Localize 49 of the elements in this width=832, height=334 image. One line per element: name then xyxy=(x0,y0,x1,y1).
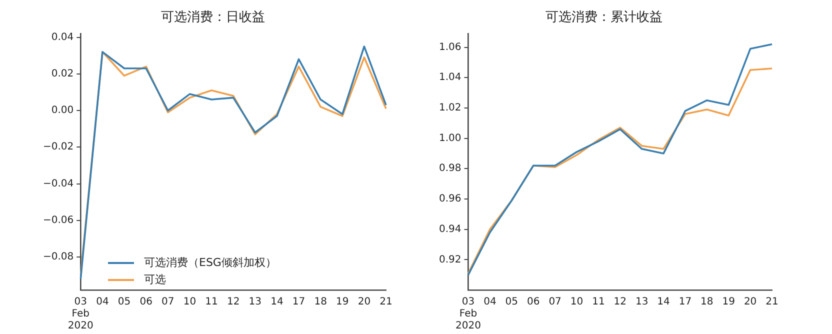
y-tick-label: −0.04 xyxy=(42,178,74,190)
x-tick-label: 11 xyxy=(205,296,218,308)
y-tick-label: 0.98 xyxy=(439,163,462,174)
x-tick-label: 18 xyxy=(314,296,327,308)
x-tick-label: 12 xyxy=(226,296,240,308)
x-tick-label: 06 xyxy=(140,296,152,308)
y-tick-label: 0.92 xyxy=(439,254,462,266)
x-tick-label: 17 xyxy=(678,296,692,308)
x-tick-label: 13 xyxy=(635,296,648,308)
y-tick-label: 0.96 xyxy=(439,194,462,205)
y-tick-label: 0.00 xyxy=(51,105,74,116)
x-tick-label: 14 xyxy=(270,296,284,308)
x-tick-label: 06 xyxy=(526,296,540,308)
y-tick-label: 0.94 xyxy=(439,224,462,235)
x-tick-label: 03 Feb 2020 xyxy=(68,296,94,332)
y-tick-label: −0.06 xyxy=(42,215,74,226)
y-tick-label: 1.06 xyxy=(439,42,462,53)
x-tick-label: 10 xyxy=(570,296,584,308)
y-tick-label: 0.02 xyxy=(51,68,74,80)
y-tick-label: −0.02 xyxy=(42,142,74,153)
x-tick-label: 03 Feb 2020 xyxy=(456,296,481,332)
y-tick-label: 1.02 xyxy=(439,102,462,114)
legend-label: 可选消费（ESG倾斜加权） xyxy=(144,255,276,271)
x-tick-label: 18 xyxy=(700,296,714,308)
x-tick-label: 21 xyxy=(766,296,778,308)
y-tick-label: 0.04 xyxy=(51,32,74,43)
x-tick-label: 20 xyxy=(358,296,371,308)
y-tick-label: 1.04 xyxy=(439,72,462,84)
x-tick-label: 07 xyxy=(162,296,174,308)
x-tick-label: 05 xyxy=(505,296,518,308)
x-tick-label: 07 xyxy=(548,296,562,308)
x-tick-label: 05 xyxy=(118,296,131,308)
x-tick-label: 17 xyxy=(292,296,306,308)
x-tick-label: 19 xyxy=(722,296,735,308)
x-tick-label: 14 xyxy=(657,296,670,308)
y-tick-label: 1.00 xyxy=(439,132,462,144)
x-tick-label: 13 xyxy=(248,296,262,308)
x-tick-label: 04 xyxy=(96,296,109,308)
x-tick-label: 04 xyxy=(484,296,496,308)
x-tick-label: 19 xyxy=(336,296,349,308)
x-tick-label: 20 xyxy=(744,296,757,308)
x-tick-label: 10 xyxy=(183,296,196,308)
chart-title: 可选消费：日收益 xyxy=(161,10,265,26)
x-tick-label: 21 xyxy=(380,296,392,308)
y-tick-label: −0.08 xyxy=(42,252,74,263)
legend-label: 可选 xyxy=(144,272,166,288)
x-tick-label: 11 xyxy=(592,296,605,308)
x-tick-label: 12 xyxy=(614,296,626,308)
chart-title: 可选消费：累计收益 xyxy=(546,10,662,26)
